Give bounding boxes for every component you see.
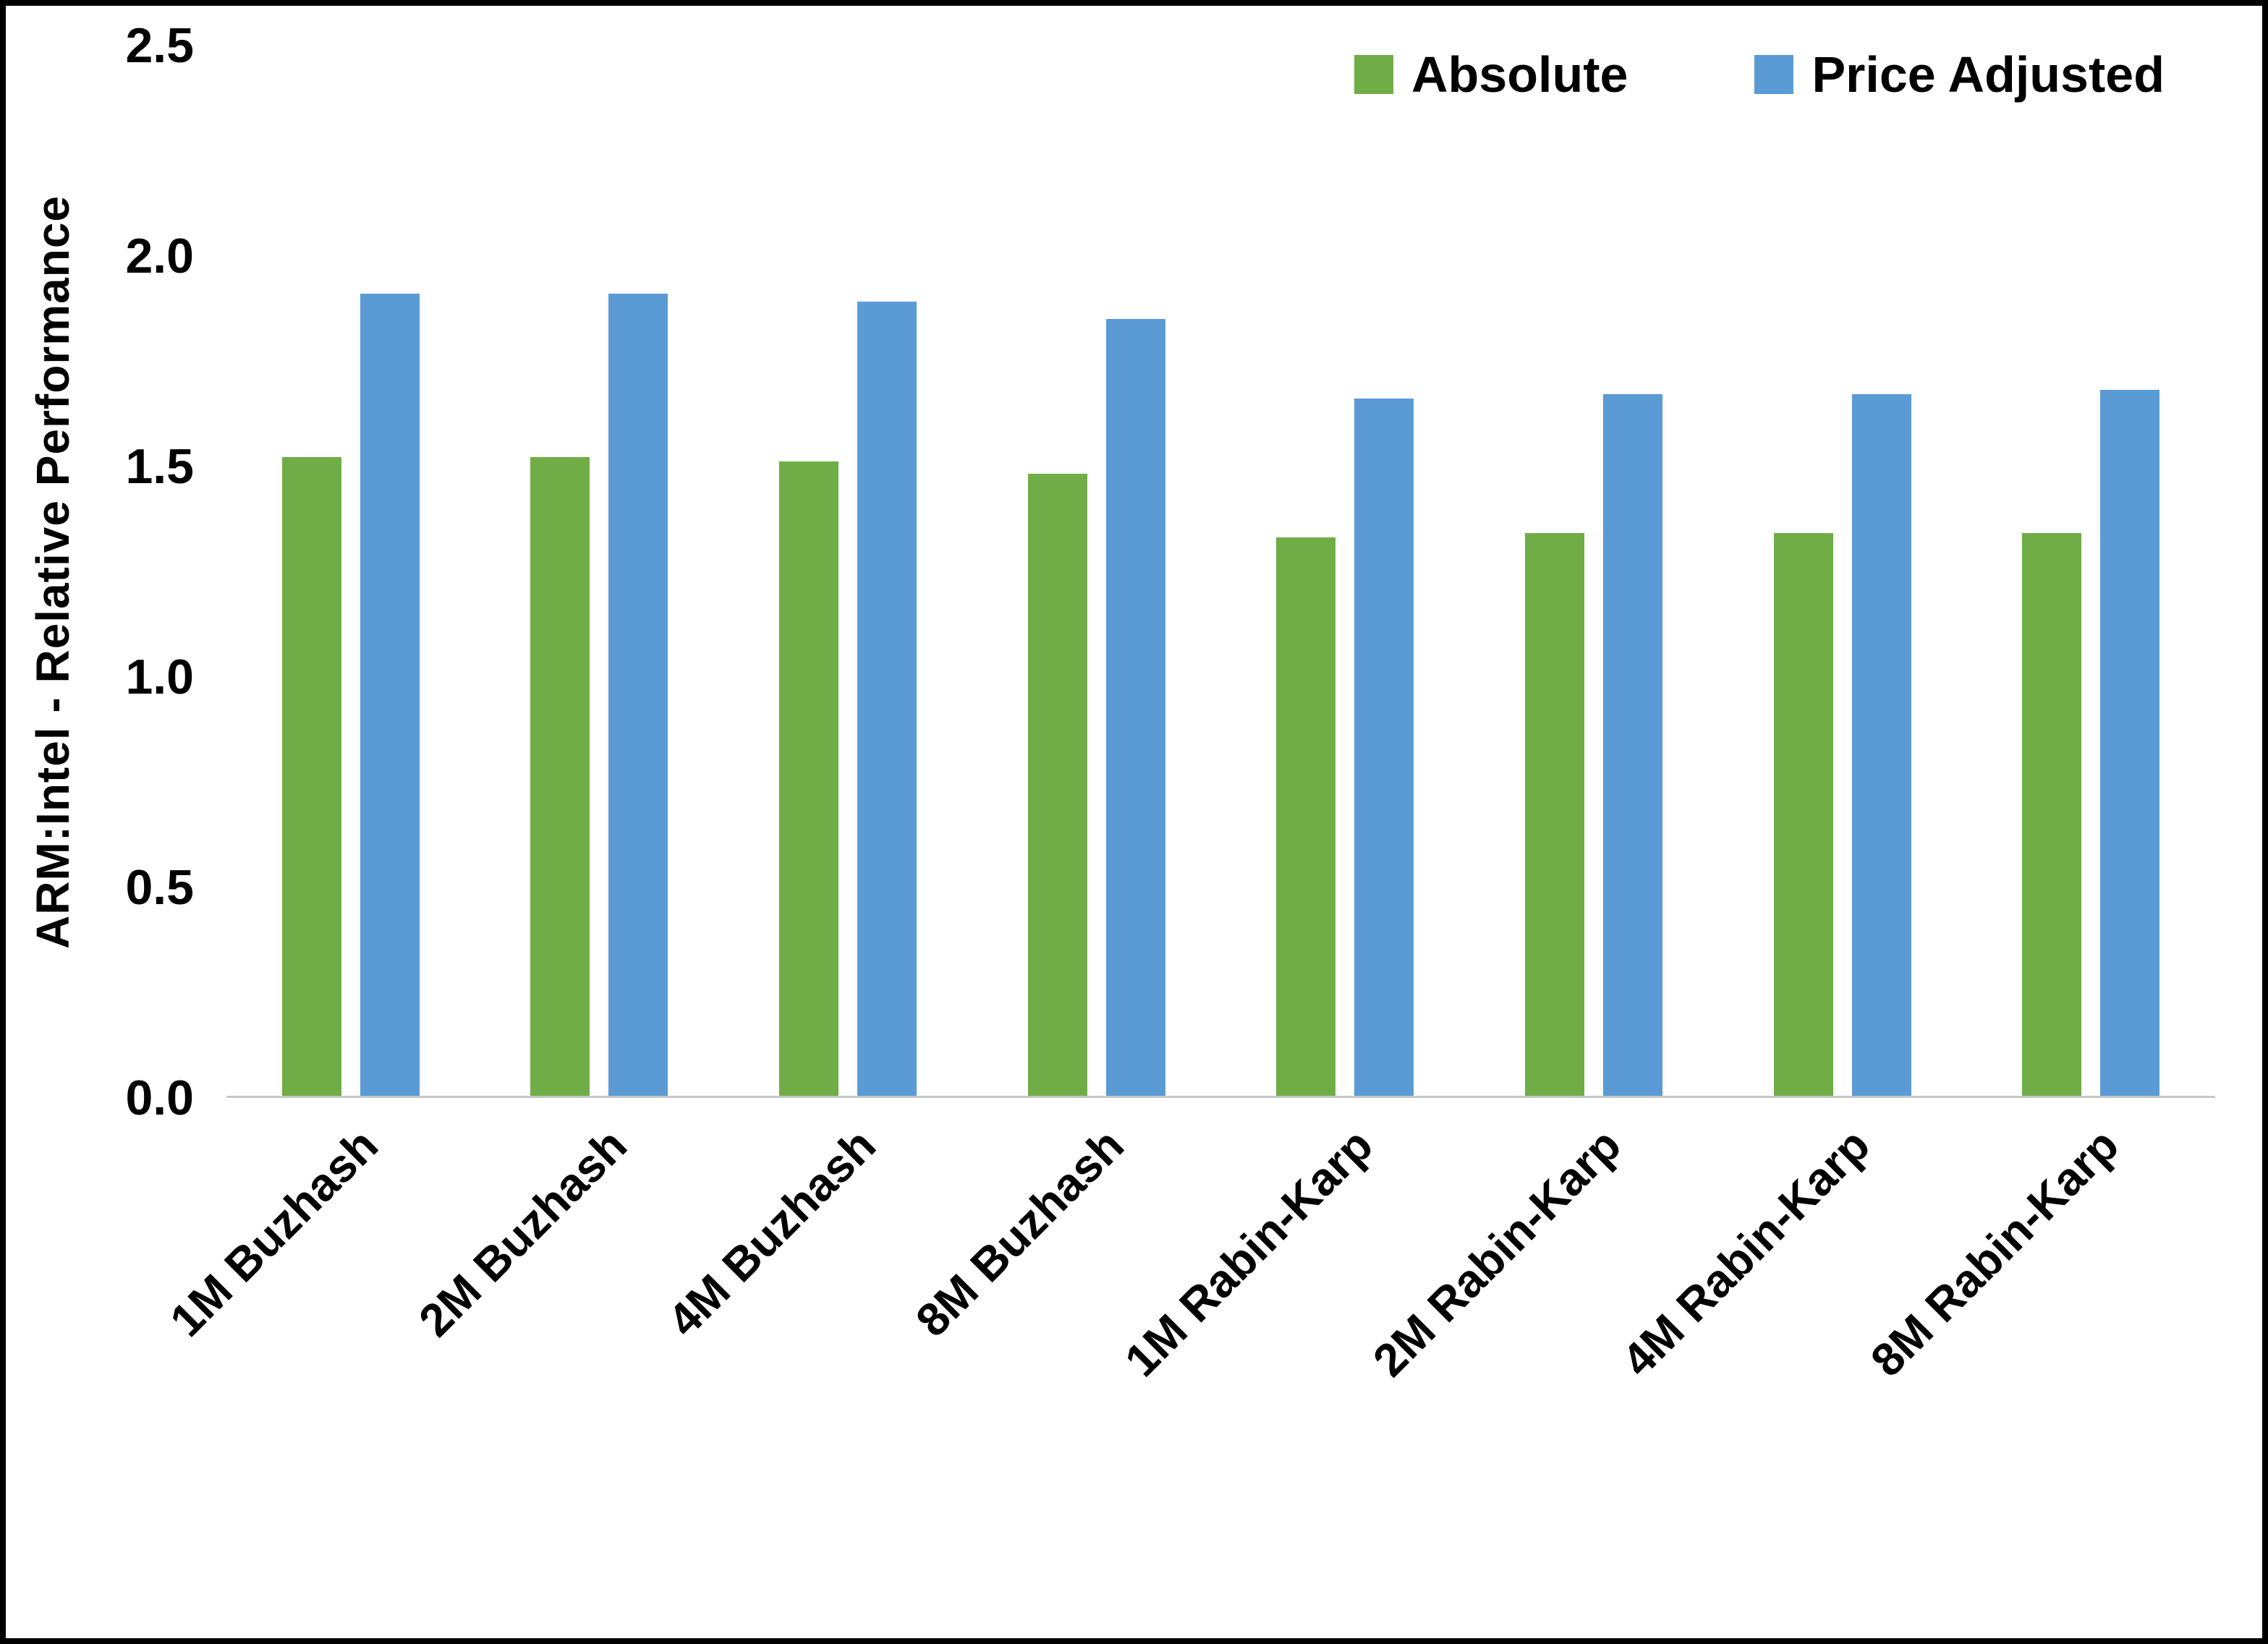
bar-absolute bbox=[1027, 474, 1087, 1096]
bar-price-adjusted bbox=[1602, 394, 1662, 1096]
bar-group bbox=[1221, 46, 1470, 1096]
bar-group bbox=[226, 46, 475, 1096]
bar-absolute bbox=[1773, 532, 1833, 1096]
y-axis-title: ARM:Intel - Relative Performance bbox=[27, 195, 79, 949]
y-tick-label: 0.0 bbox=[125, 1070, 194, 1125]
y-tick-label: 2.5 bbox=[125, 18, 194, 73]
bar-price-adjusted bbox=[1354, 398, 1414, 1096]
y-axis: 0.0 0.5 1.0 1.5 2.0 2.5 bbox=[100, 21, 226, 1123]
bar-price-adjusted bbox=[1851, 394, 1911, 1096]
chart-grid: ARM:Intel - Relative Performance 0.0 0.5 1… bbox=[6, 21, 2262, 1575]
bar-price-adjusted bbox=[857, 302, 917, 1096]
bar-absolute bbox=[1276, 537, 1336, 1096]
bar-group bbox=[972, 46, 1221, 1096]
bar-absolute bbox=[530, 457, 590, 1096]
bar-price-adjusted bbox=[1105, 318, 1165, 1096]
bar-price-adjusted bbox=[2100, 390, 2160, 1096]
bar-absolute bbox=[779, 461, 839, 1096]
bar-group bbox=[1718, 46, 1967, 1096]
bar-absolute bbox=[281, 457, 341, 1096]
y-tick-label: 0.5 bbox=[125, 860, 194, 915]
y-tick-label: 1.0 bbox=[125, 649, 194, 704]
bar-price-adjusted bbox=[608, 293, 668, 1096]
y-tick-label: 2.0 bbox=[125, 229, 194, 284]
legend-swatch-price-adjusted bbox=[1754, 55, 1794, 94]
bar-price-adjusted bbox=[360, 293, 420, 1096]
bar-group bbox=[723, 46, 972, 1096]
bar-absolute bbox=[1524, 532, 1584, 1096]
y-tick-label: 1.5 bbox=[125, 439, 194, 494]
legend: Absolute Price Adjusted bbox=[1354, 46, 2165, 103]
legend-item-price-adjusted: Price Adjusted bbox=[1754, 46, 2165, 103]
legend-label-absolute: Absolute bbox=[1411, 46, 1628, 103]
x-axis: 1M Buzhash 2M Buzhash 4M Buzhash 8M Buzhash… bbox=[160, 1118, 2128, 1387]
bar-group bbox=[475, 46, 724, 1096]
bar-group bbox=[1966, 46, 2215, 1096]
bar-group bbox=[1469, 46, 1718, 1096]
legend-swatch-absolute bbox=[1354, 55, 1393, 94]
bar-absolute bbox=[2022, 532, 2082, 1096]
plot-area bbox=[226, 46, 2215, 1098]
legend-item-absolute: Absolute bbox=[1354, 46, 1628, 103]
legend-label-price-adjusted: Price Adjusted bbox=[1812, 46, 2165, 103]
